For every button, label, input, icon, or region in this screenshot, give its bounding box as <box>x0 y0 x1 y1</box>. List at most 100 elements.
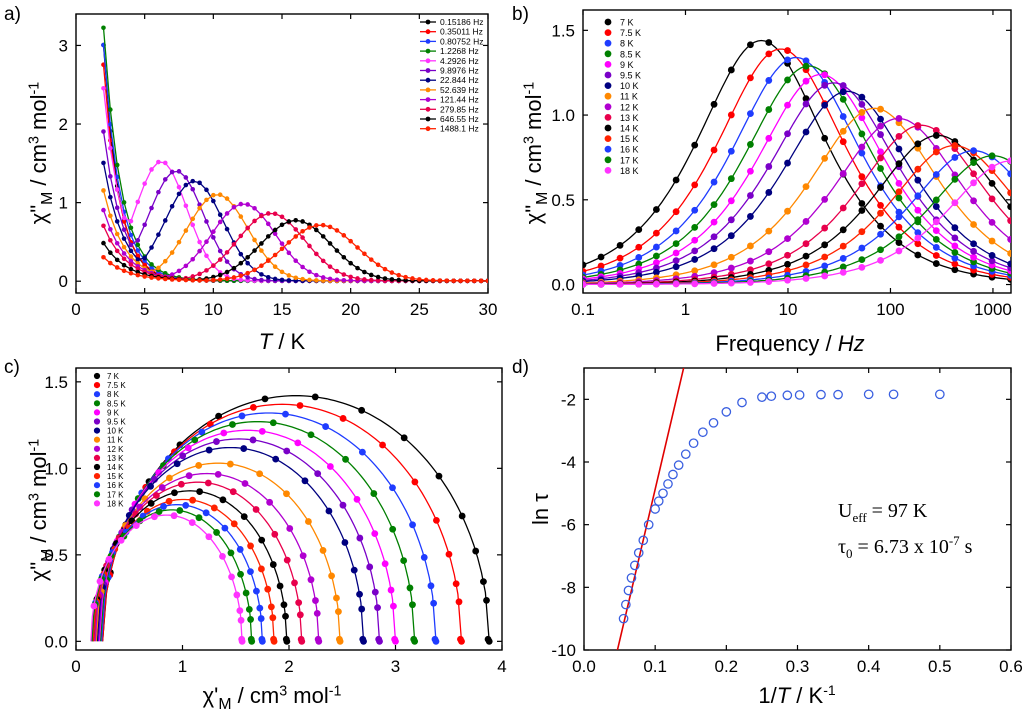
point <box>121 219 127 224</box>
point <box>176 239 182 245</box>
point <box>1007 217 1011 225</box>
point <box>652 252 660 260</box>
panel-d: 0.0 0.1 0.2 0.3 0.4 0.5 0.6 -10 -8 -6 -4 -2 <box>551 367 1023 676</box>
point <box>327 276 333 282</box>
data-point <box>620 599 631 610</box>
y-tick-label: 1.0 <box>44 459 68 478</box>
point <box>691 223 699 231</box>
point <box>727 175 735 183</box>
point <box>932 252 940 259</box>
point <box>117 536 125 544</box>
y-axis-label: ln τ <box>528 493 553 525</box>
data-point <box>708 417 719 428</box>
point <box>135 248 141 253</box>
point <box>895 247 903 255</box>
point <box>190 277 196 283</box>
point <box>371 530 379 538</box>
point <box>672 263 680 271</box>
point <box>217 277 223 282</box>
point <box>839 226 847 234</box>
point <box>286 278 292 283</box>
point <box>128 225 134 231</box>
point <box>227 549 235 557</box>
point <box>296 402 304 409</box>
point <box>279 277 285 283</box>
data-point <box>653 496 664 507</box>
x-axis-label: T / K <box>259 329 306 354</box>
point <box>821 71 829 79</box>
data-point <box>629 560 640 571</box>
y-tick-label: 0 <box>59 272 68 291</box>
point <box>382 266 388 272</box>
legend-marker <box>425 19 431 25</box>
point <box>314 223 319 228</box>
point <box>210 504 218 512</box>
point <box>190 256 196 262</box>
point <box>914 240 922 248</box>
point <box>279 241 285 246</box>
panel-label-b: b) <box>512 4 529 25</box>
point <box>307 277 312 283</box>
point <box>465 278 470 284</box>
point <box>747 192 754 199</box>
point <box>914 216 922 224</box>
point <box>153 492 160 499</box>
point <box>765 227 773 235</box>
point <box>105 555 113 563</box>
point <box>272 227 278 233</box>
point <box>238 260 244 266</box>
point <box>328 572 335 580</box>
legend-label: 16 K <box>620 145 639 155</box>
point <box>269 419 277 427</box>
ueff-annotation: Ueff = 97 K <box>838 500 928 525</box>
legend-marker <box>93 436 101 443</box>
point <box>396 272 402 278</box>
legend-marker <box>425 48 431 54</box>
point <box>765 134 773 142</box>
point <box>821 241 829 249</box>
panel-label-a: a) <box>4 4 21 25</box>
point <box>988 237 996 245</box>
point <box>238 233 244 239</box>
legend-marker <box>93 400 101 407</box>
point <box>375 274 381 280</box>
point <box>747 110 754 118</box>
point <box>765 163 773 170</box>
fit-9-5-K <box>583 82 1011 282</box>
point <box>635 226 643 233</box>
point <box>217 257 223 262</box>
y-tick-label: 0.5 <box>44 546 68 565</box>
point <box>970 221 977 228</box>
x-tick-label: 0.1 <box>571 300 595 319</box>
point <box>149 245 154 250</box>
point <box>362 269 367 275</box>
point <box>121 262 127 268</box>
point <box>652 268 660 276</box>
point <box>327 264 333 269</box>
point <box>265 274 271 280</box>
legend-marker <box>425 68 431 73</box>
point <box>183 263 189 269</box>
data-point <box>658 488 668 499</box>
point <box>406 584 414 592</box>
point <box>341 272 347 277</box>
point <box>182 501 190 509</box>
x-tick-label: 20 <box>341 300 360 319</box>
point <box>710 280 718 287</box>
point <box>988 152 996 160</box>
legend-marker <box>604 29 612 36</box>
point <box>691 236 699 244</box>
y-tick-label: -8 <box>561 578 576 597</box>
point <box>259 263 264 269</box>
point <box>286 525 294 532</box>
point <box>951 199 959 207</box>
legend-label: 7.5 K <box>107 381 126 390</box>
legend-label: 11 K <box>620 92 638 102</box>
point <box>327 224 333 230</box>
point <box>184 444 192 452</box>
point <box>198 428 206 436</box>
point <box>988 179 996 187</box>
data-point <box>623 585 634 596</box>
legend-marker <box>93 391 101 398</box>
point <box>252 276 257 282</box>
